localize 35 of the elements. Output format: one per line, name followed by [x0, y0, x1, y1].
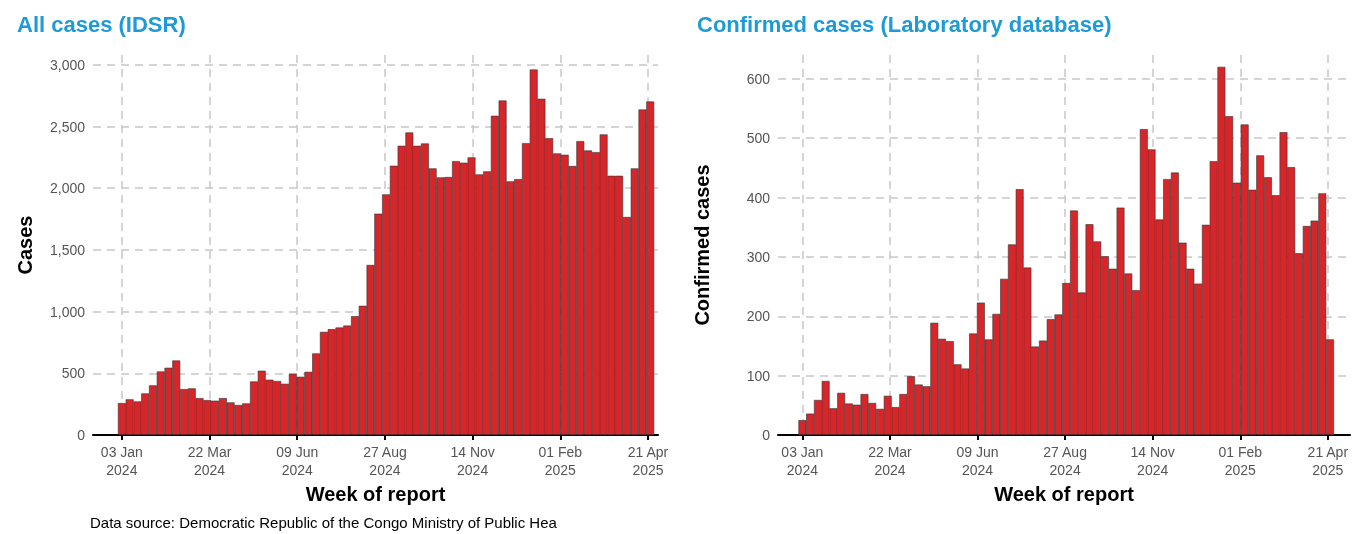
y-tick-label: 500: [61, 365, 86, 382]
x-tick-label: 22 Mar 2024: [187, 444, 232, 478]
y-axis-title: Cases: [14, 215, 36, 275]
chart-title: All cases (IDSR): [17, 11, 186, 37]
x-tick-label: 27 Aug 2024: [1043, 444, 1087, 478]
x-tick-label: 14 Nov 2024: [1130, 444, 1175, 478]
x-tick-label: 03 Jan 2024: [100, 444, 143, 478]
x-axis-title: Week of report: [994, 482, 1135, 505]
y-tick-label: 100: [746, 367, 771, 384]
x-tick-label: 09 Jun 2024: [276, 444, 319, 478]
y-tick-label: 400: [746, 189, 771, 206]
y-tick-label: 1,000: [49, 303, 86, 320]
x-tick-label: 01 Feb 2025: [1218, 444, 1263, 478]
y-tick-label: 300: [746, 248, 771, 265]
y-tick-label: 2,500: [49, 118, 86, 135]
y-tick-label: 3,000: [49, 56, 86, 73]
chart-title: Confirmed cases (Laboratory database): [697, 11, 1112, 37]
y-tick-label: 200: [746, 308, 771, 325]
x-tick-label: 21 Apr 2025: [627, 444, 669, 478]
x-tick-label: 21 Apr 2025: [1307, 444, 1349, 478]
y-tick-label: 600: [746, 70, 771, 87]
x-axis-title: Week of report: [305, 482, 446, 505]
x-tick-label: 03 Jan 2024: [781, 444, 824, 478]
y-tick-label: 2,000: [49, 180, 86, 197]
x-tick-label: 27 Aug 2024: [363, 444, 407, 478]
x-tick-label: 09 Jun 2024: [956, 444, 999, 478]
y-tick-label: 0: [77, 427, 86, 443]
y-tick-label: 0: [762, 427, 771, 443]
source-note: Data source: Democratic Republic of the Congo Ministry of Public Hea: [90, 514, 558, 531]
x-tick-label: 22 Mar 2024: [868, 444, 913, 478]
y-tick-label: 500: [746, 130, 771, 147]
x-tick-label: 01 Feb 2025: [538, 444, 583, 478]
y-axis-title: Confirmed cases: [691, 164, 713, 326]
y-tick-label: 1,500: [49, 241, 86, 258]
x-tick-label: 14 Nov 2024: [450, 444, 495, 478]
